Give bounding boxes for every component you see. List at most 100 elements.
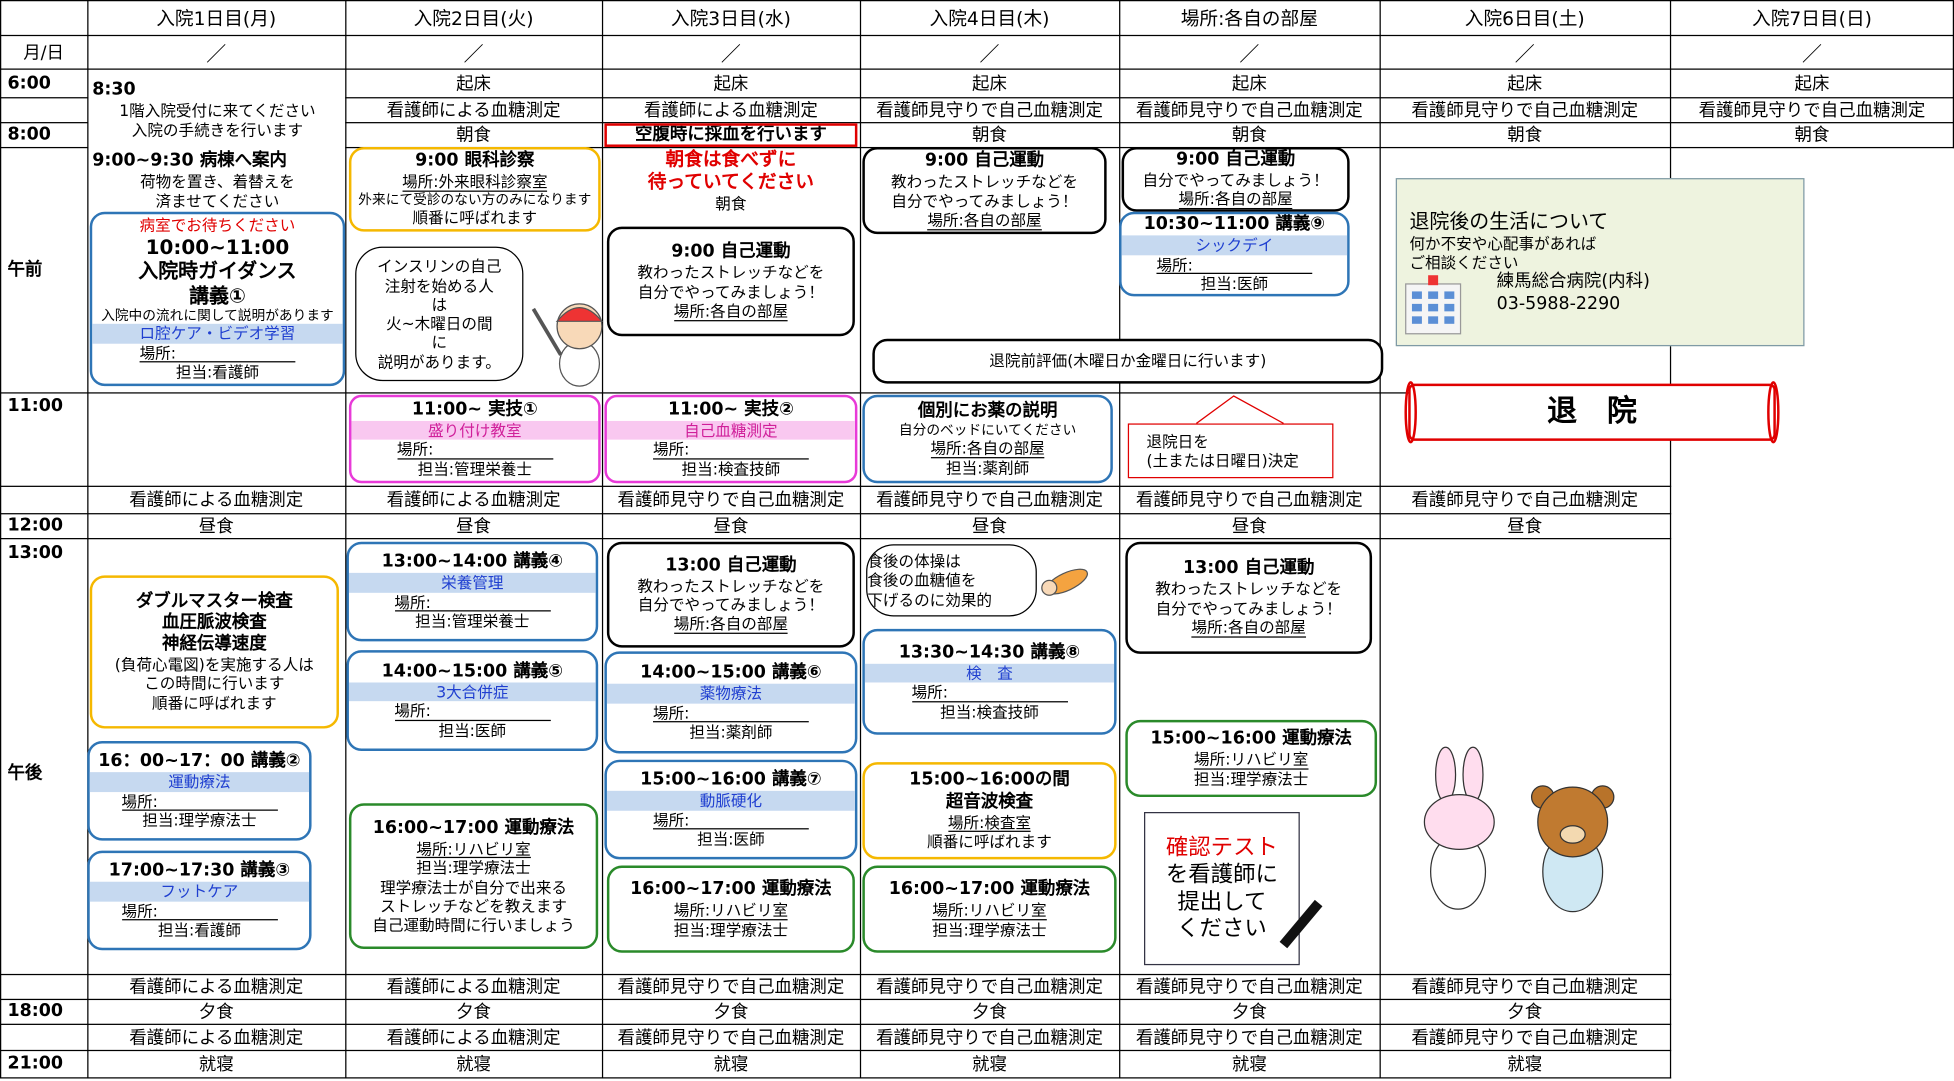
box-line: 朝食 <box>715 193 747 213</box>
row-cell: 夕食 <box>1231 1002 1267 1023</box>
box-line: 担当:薬剤師 <box>689 722 773 742</box>
box-line: 栄養管理 <box>348 573 596 593</box>
row-cell: 看護師見守りで自己血糖測定 <box>1411 977 1639 998</box>
schedule-box: 13:00 自己運動 教わったストレッチなどを 自分でやってみましょう！ 場所:各自の… <box>606 541 855 648</box>
row-cell: 朝食 <box>972 125 1007 146</box>
schedule-box: 退 院 <box>1408 383 1776 441</box>
box-line: 入院の手続きを行います <box>131 120 304 139</box>
box-line: 自分でやってみましょう！ <box>637 282 824 301</box>
row-cell: 昼食 <box>198 516 234 537</box>
grid-line <box>0 538 1672 540</box>
rabbit-body <box>1430 833 1487 910</box>
schedule-box: 9:00~9:30 病棟へ案内 荷物を置き、着替えを 済ませてください <box>90 149 345 211</box>
row-cell: 看護師見守りで自己血糖測定 <box>617 490 845 511</box>
schedule-box: 16：00~17：00 講義② 運動療法 場所: 担当:理学療法士 <box>87 741 312 841</box>
row-cell: 就寝 <box>972 1054 1007 1075</box>
grid-line <box>0 34 1954 37</box>
box-line: 10:00~11:00 <box>145 234 290 259</box>
day-header: 場所:各自の部屋 <box>1180 6 1318 30</box>
box-line: 場所: <box>351 440 598 460</box>
box-line: 盛り付け教室 <box>351 420 599 440</box>
box-line: 何か不安や心配事があれば <box>1409 234 1597 253</box>
box-line: 11:00~ 実技① <box>411 399 538 420</box>
box-line: 場所: <box>90 901 309 921</box>
row-cell: 看護師見守りで自己血糖測定 <box>617 1028 845 1049</box>
box-line: 教わったストレッチなどを <box>637 576 825 596</box>
schedule-box: 14:00~15:00 講義⑤ 3大合併症 場所: 担当:医師 <box>346 650 599 751</box>
box-line: 担当:理学療法士 <box>673 920 789 939</box>
rabbit-head <box>1423 793 1495 850</box>
row-cell: 看護師による血糖測定 <box>386 490 561 511</box>
row-cell: 就寝 <box>713 1054 749 1075</box>
box-line: 17:00~17:30 講義③ <box>108 860 291 881</box>
row-cell: 看護師見守りで自己血糖測定 <box>617 977 845 998</box>
box-line: 13:00~14:00 講義④ <box>381 552 564 573</box>
time-label: 午前 <box>7 260 43 281</box>
box-line: 16:00~17:00 運動療法 <box>372 817 575 838</box>
row-cell: 看護師見守りで自己血糖測定 <box>1135 977 1363 998</box>
bear-ear <box>1530 785 1555 809</box>
box-line: 自分でやってみましょう！ <box>637 595 824 615</box>
box-line: 場所:外来眼科診察室 <box>351 172 598 192</box>
row-cell: 看護師見守りで自己血糖測定 <box>1698 100 1926 121</box>
schedule-box: 13:00 自己運動 教わったストレッチなどを 自分でやってみましょう！ 場所:各自の… <box>1125 541 1373 654</box>
location-line: 場所:外来眼科診察室 <box>402 172 548 192</box>
box-line: 朝食は食べずに <box>665 148 797 171</box>
schedule-box: 退院前評価(木曜日か金曜日に行います) <box>872 338 1384 384</box>
box-line: 担当:医師 <box>1200 274 1269 294</box>
row-cell: 看護師見守りで自己血糖測定 <box>876 1028 1103 1049</box>
row-cell: 起床 <box>1507 74 1543 95</box>
box-line: 運動療法 <box>89 772 310 792</box>
box-line: 場所:リハビリ室 <box>351 839 595 859</box>
box-line: 13:00 自己運動 <box>1182 558 1315 579</box>
row-cell: 夕食 <box>198 1002 234 1023</box>
row-cell: 就寝 <box>1231 1054 1267 1075</box>
box-line: 担当:理学療法士 <box>1194 769 1309 789</box>
box-line: シックデイ <box>1121 235 1348 255</box>
day-header: 入院6日目(土) <box>1464 6 1585 30</box>
grid-line <box>0 998 1672 1001</box>
schedule-box: ダブルマスター検査 血圧脈波検査 神経伝導速度 (負荷心電図)を実施する人は この時間に… <box>89 575 339 729</box>
schedule-box: 8:30 1階入院受付に来てください 入院の手続きを行います <box>90 72 345 147</box>
row-cell: 看護師による血糖測定 <box>386 100 561 121</box>
box-line: 自己血糖測定 <box>606 420 855 440</box>
schedule-box: 空腹時に採血を行います <box>604 123 858 147</box>
time-label: 12:00 <box>7 515 64 536</box>
box-line: 自分でやってみましょう！ <box>1155 598 1342 618</box>
box-line: 入院中の流れに関して説明があります <box>101 307 334 324</box>
row-cell: 看護師見守りで自己血糖測定 <box>876 490 1103 511</box>
date-label: 月/日 <box>23 42 65 63</box>
kid-arm <box>531 307 563 356</box>
box-line: 空腹時に採血を行います <box>634 124 827 145</box>
bear-head <box>1537 786 1609 858</box>
grid-line <box>0 973 1672 976</box>
box-line: 16:00~17:00 運動療法 <box>630 879 832 900</box>
row-cell: 朝食 <box>1794 125 1830 146</box>
box-line: 理学療法士が自分で出来る <box>380 877 568 897</box>
location-line: 場所:各自の部屋 <box>930 438 1045 459</box>
date-mark: ／ <box>1514 41 1535 66</box>
row-cell: 看護師見守りで自己血糖測定 <box>1135 100 1363 121</box>
box-line: 13:30~14:30 講義⑧ <box>898 642 1081 663</box>
row-cell: 起床 <box>972 74 1007 95</box>
grid-line <box>345 0 347 1079</box>
box-line: 担当:医師 <box>697 829 765 849</box>
box-line: 火~木曜日の間 <box>386 313 493 333</box>
box-line: 3大合併症 <box>348 682 596 702</box>
box-line: 15:00~16:00 講義⑦ <box>640 770 822 790</box>
schedule-box: 10:30~11:00 講義⑨ シックデイ 場所: 担当:医師 <box>1119 211 1350 297</box>
box-line: 荷物を置き、着替えを <box>140 172 295 191</box>
box-line: 担当:薬剤師 <box>946 458 1030 477</box>
row-cell: 昼食 <box>456 516 492 537</box>
schedule-box: 退院日を (土または日曜日)決定 <box>1127 423 1334 479</box>
box-line: 場所:リハビリ室 <box>1128 750 1375 770</box>
box-line: 提出して <box>1177 888 1267 915</box>
box-line: 担当:医師 <box>438 720 507 740</box>
box-line: インスリンの自己 <box>377 256 502 276</box>
schedule-box: 16:00~17:00 運動療法 場所:リハビリ室 担当:理学療法士 理学療法士が自分… <box>348 803 599 949</box>
row-cell: 夕食 <box>456 1002 492 1023</box>
box-line: 順番に呼ばれます <box>412 208 538 228</box>
box-line: 担当:管理栄養士 <box>417 459 532 479</box>
box-line: 退 院 <box>1547 393 1637 429</box>
schedule-box: 食後の体操は 食後の血糖値を 下げるのに効果的 <box>866 544 1037 617</box>
